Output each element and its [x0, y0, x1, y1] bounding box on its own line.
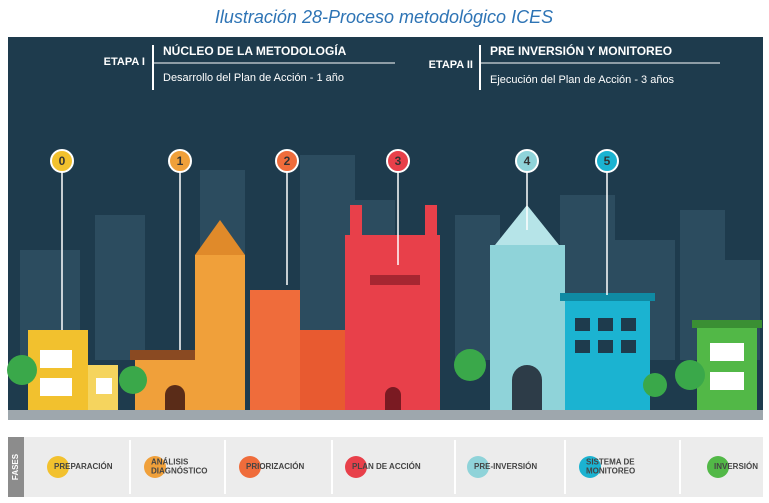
phase-name: INVERSIÓN — [714, 462, 758, 471]
stage-title: NÚCLEO DE LA METODOLOGÍA — [163, 43, 347, 58]
phase-name: PRIORIZACIÓN — [246, 462, 304, 471]
phase-name: PRE-INVERSIÓN — [474, 462, 537, 471]
milestone-marker — [386, 149, 410, 173]
phase-label-box — [8, 437, 24, 497]
milestone-marker — [275, 149, 299, 173]
milestone-marker — [168, 149, 192, 173]
phase-marker — [239, 456, 261, 478]
phase-name: SISTEMA DE — [586, 458, 635, 467]
milestone-marker — [515, 149, 539, 173]
phase-marker — [345, 456, 367, 478]
milestone-number: 1 — [177, 154, 184, 168]
milestone-number: 5 — [604, 154, 611, 168]
milestone-marker — [50, 149, 74, 173]
caption: Ilustración 28-Proceso metodológico ICES — [215, 7, 553, 27]
milestone-marker — [595, 149, 619, 173]
phase-marker — [579, 456, 601, 478]
phase-strip — [8, 437, 763, 497]
phase-name: DIAGNÓSTICO — [151, 467, 207, 476]
phase-name: MONITOREO — [586, 467, 635, 476]
phase-name: ANÁLISIS — [151, 458, 189, 467]
phase-name: PREPARACIÓN — [54, 462, 113, 471]
stage-title: PRE INVERSIÓN Y MONITOREO — [490, 43, 672, 58]
milestone-number: 3 — [395, 154, 402, 168]
phase-marker — [144, 456, 166, 478]
stage-subtitle: Desarrollo del Plan de Acción - 1 año — [163, 72, 344, 84]
stage-label: ETAPA I — [104, 56, 145, 68]
phase-marker — [707, 456, 729, 478]
stage-subtitle: Ejecución del Plan de Acción - 3 años — [490, 74, 675, 86]
phase-marker — [467, 456, 489, 478]
phase-label: FASES — [11, 453, 20, 480]
stage-label: ETAPA II — [429, 59, 473, 71]
phase-marker — [47, 456, 69, 478]
phase-name: PLAN DE ACCIÓN — [352, 462, 421, 471]
milestone-number: 4 — [524, 154, 531, 168]
milestone-number: 0 — [59, 154, 66, 168]
milestone-number: 2 — [284, 154, 291, 168]
